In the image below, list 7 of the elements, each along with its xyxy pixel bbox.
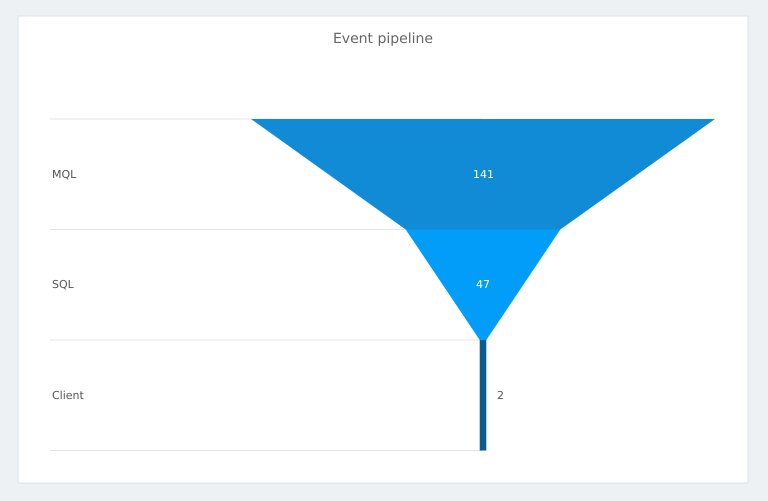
data-label: 47 bbox=[476, 278, 490, 291]
category-label: Client bbox=[52, 389, 85, 402]
category-label: SQL bbox=[52, 278, 75, 291]
data-label: 2 bbox=[497, 389, 504, 402]
data-label: 141 bbox=[473, 168, 494, 181]
category-label: MQL bbox=[52, 168, 78, 181]
text: Event pipeline bbox=[332, 30, 434, 47]
